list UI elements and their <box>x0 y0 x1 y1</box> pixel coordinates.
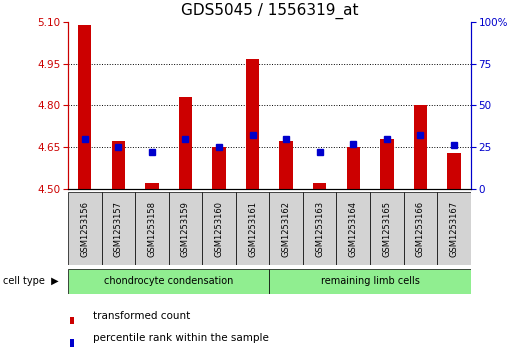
Title: GDS5045 / 1556319_at: GDS5045 / 1556319_at <box>180 3 358 19</box>
FancyBboxPatch shape <box>370 192 404 265</box>
Text: GSM1253165: GSM1253165 <box>382 201 391 257</box>
Bar <box>447 152 461 189</box>
FancyBboxPatch shape <box>336 192 370 265</box>
FancyBboxPatch shape <box>404 192 437 265</box>
FancyBboxPatch shape <box>168 192 202 265</box>
Text: GSM1253167: GSM1253167 <box>449 201 459 257</box>
FancyBboxPatch shape <box>437 192 471 265</box>
Bar <box>70 339 74 347</box>
FancyBboxPatch shape <box>135 192 168 265</box>
Bar <box>279 142 293 189</box>
Text: GSM1253163: GSM1253163 <box>315 201 324 257</box>
FancyBboxPatch shape <box>303 192 336 265</box>
Text: remaining limb cells: remaining limb cells <box>321 276 419 286</box>
FancyBboxPatch shape <box>269 269 471 294</box>
Bar <box>380 139 393 189</box>
Text: GSM1253162: GSM1253162 <box>281 201 291 257</box>
Text: GSM1253160: GSM1253160 <box>214 201 223 257</box>
FancyBboxPatch shape <box>68 269 269 294</box>
FancyBboxPatch shape <box>236 192 269 265</box>
Bar <box>313 183 326 189</box>
Bar <box>246 59 259 189</box>
Text: GSM1253164: GSM1253164 <box>349 201 358 257</box>
Text: transformed count: transformed count <box>93 310 190 321</box>
Bar <box>70 317 74 324</box>
Text: GSM1253161: GSM1253161 <box>248 201 257 257</box>
Bar <box>179 97 192 189</box>
Bar <box>347 147 360 189</box>
Bar <box>414 105 427 189</box>
Text: percentile rank within the sample: percentile rank within the sample <box>93 333 268 343</box>
FancyBboxPatch shape <box>269 192 303 265</box>
Bar <box>145 183 158 189</box>
Bar <box>212 147 226 189</box>
Text: GSM1253166: GSM1253166 <box>416 201 425 257</box>
Text: chondrocyte condensation: chondrocyte condensation <box>104 276 233 286</box>
Text: GSM1253159: GSM1253159 <box>181 201 190 257</box>
Text: GSM1253157: GSM1253157 <box>114 201 123 257</box>
Bar <box>78 25 92 189</box>
FancyBboxPatch shape <box>101 192 135 265</box>
Text: GSM1253158: GSM1253158 <box>147 201 156 257</box>
Bar <box>111 142 125 189</box>
FancyBboxPatch shape <box>68 192 101 265</box>
FancyBboxPatch shape <box>202 192 236 265</box>
Text: cell type  ▶: cell type ▶ <box>3 276 58 286</box>
Text: GSM1253156: GSM1253156 <box>80 201 89 257</box>
